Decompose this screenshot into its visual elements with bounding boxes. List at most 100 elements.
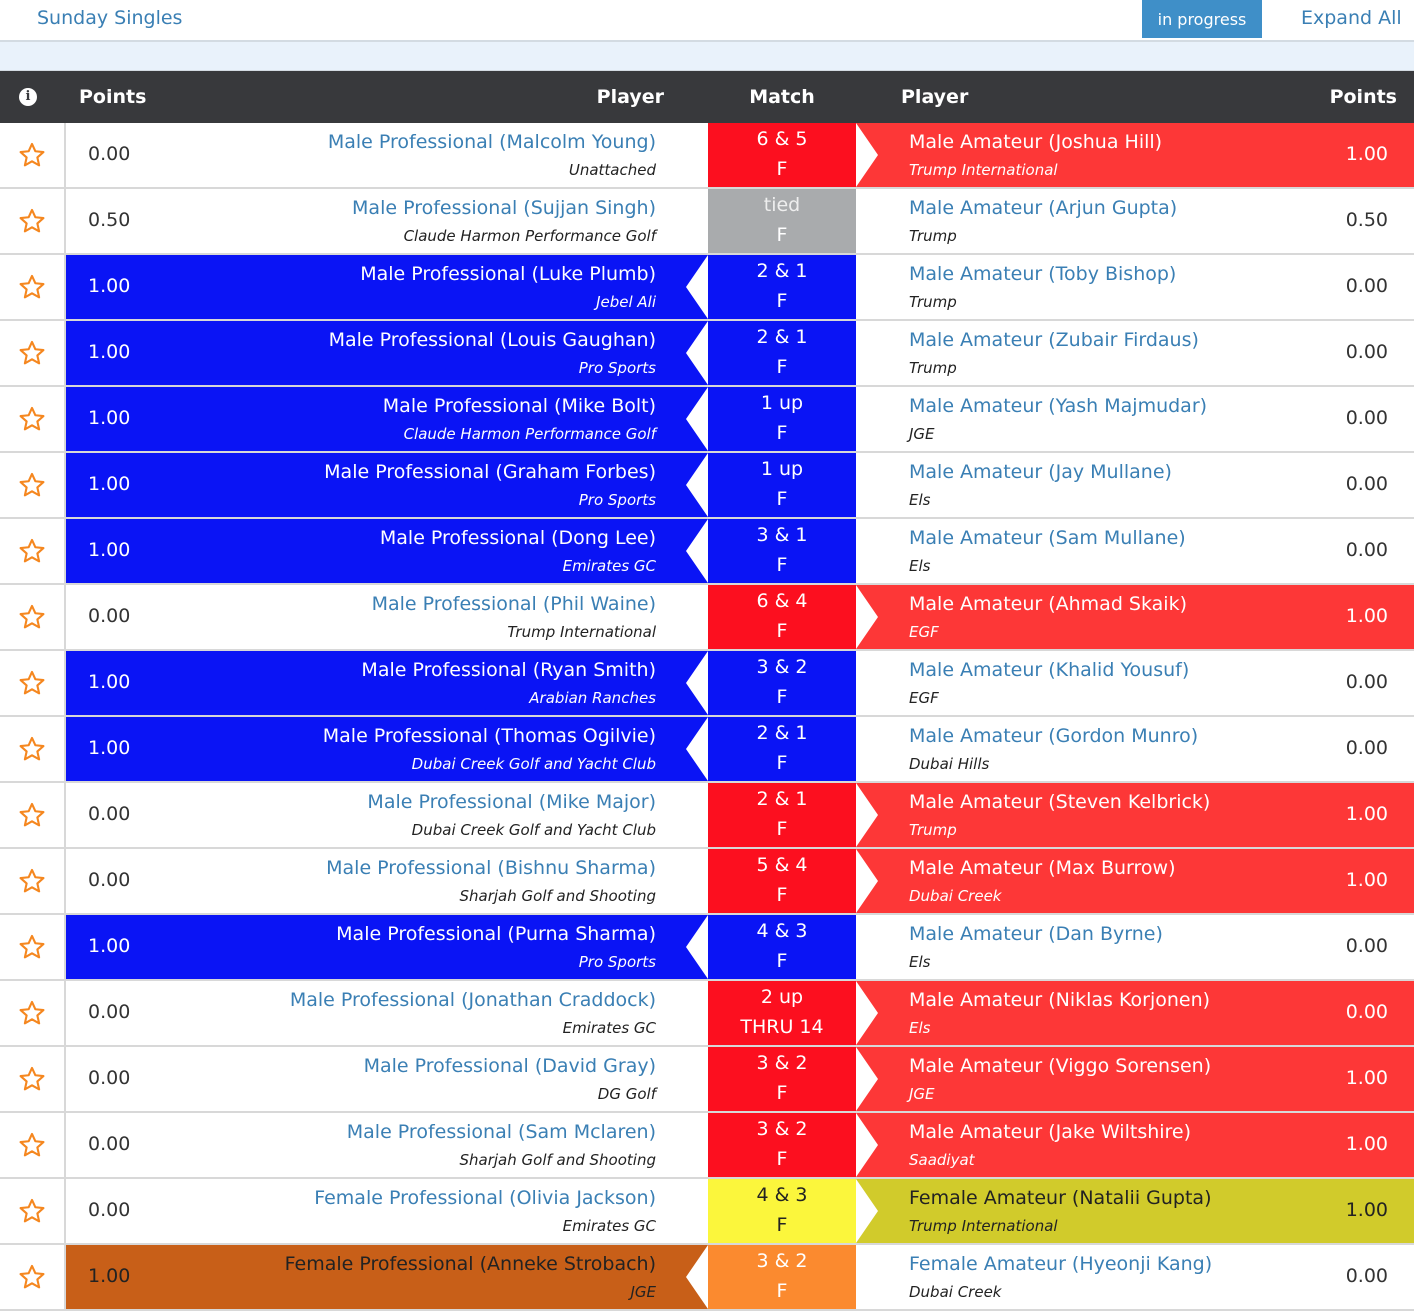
right-player-name[interactable]: Male Amateur (Khalid Yousuf) [909, 659, 1190, 681]
right-player-name[interactable]: Male Amateur (Jake Wiltshire) [909, 1121, 1192, 1143]
match-result-cell[interactable]: 6 & 5 F [708, 123, 856, 187]
info-icon[interactable]: i [19, 88, 37, 106]
match-result-cell[interactable]: tied F [708, 189, 856, 253]
right-player-name[interactable]: Female Amateur (Natalii Gupta) [909, 1187, 1212, 1209]
left-player-name[interactable]: Male Professional (Louis Gaughan) [328, 329, 656, 351]
match-result-cell[interactable]: 2 up THRU 14 [708, 981, 856, 1045]
left-player-name[interactable]: Male Professional (Jonathan Craddock) [289, 989, 656, 1011]
right-player-name[interactable]: Male Amateur (Joshua Hill) [909, 131, 1163, 153]
match-result-cell[interactable]: 2 & 1 F [708, 321, 856, 385]
star-icon[interactable] [0, 189, 66, 253]
star-icon[interactable] [0, 1245, 66, 1309]
right-player-name[interactable]: Male Amateur (Gordon Munro) [909, 725, 1199, 747]
table-row[interactable]: 0.00 Male Professional (Phil Waine) Trump … [0, 585, 1414, 651]
star-icon[interactable] [0, 783, 66, 847]
table-row[interactable]: 0.00 Female Professional (Olivia Jackson)… [0, 1179, 1414, 1245]
match-score: 2 & 1 [756, 326, 808, 348]
right-player-name[interactable]: Male Amateur (Ahmad Skaik) [909, 593, 1187, 615]
match-result-cell[interactable]: 2 & 1 F [708, 255, 856, 319]
right-player-name[interactable]: Male Amateur (Niklas Korjonen) [909, 989, 1211, 1011]
star-icon[interactable] [0, 651, 66, 715]
table-row[interactable]: 0.00 Male Professional (Bishnu Sharma) Sha… [0, 849, 1414, 915]
match-result-cell[interactable]: 4 & 3 F [708, 1179, 856, 1243]
table-row[interactable]: 1.00 Female Professional (Anneke Strobach… [0, 1245, 1414, 1311]
match-result-cell[interactable]: 2 & 1 F [708, 717, 856, 781]
right-player-name[interactable]: Male Amateur (Viggo Sorensen) [909, 1055, 1212, 1077]
table-row[interactable]: 0.00 Male Professional (Sam Mclaren) Sharj… [0, 1113, 1414, 1179]
table-row[interactable]: 0.50 Male Professional (Sujjan Singh) Clau… [0, 189, 1414, 255]
table-row[interactable]: 1.00 Male Professional (Dong Lee) Emirates… [0, 519, 1414, 585]
match-result-cell[interactable]: 5 & 4 F [708, 849, 856, 913]
star-icon[interactable] [0, 123, 66, 187]
table-row[interactable]: 1.00 Male Professional (Louis Gaughan) Pro… [0, 321, 1414, 387]
table-row[interactable]: 1.00 Male Professional (Ryan Smith) Arabia… [0, 651, 1414, 717]
right-player-name[interactable]: Male Amateur (Sam Mullane) [909, 527, 1186, 549]
star-icon[interactable] [0, 585, 66, 649]
star-icon[interactable] [0, 915, 66, 979]
star-icon[interactable] [0, 1047, 66, 1111]
left-player-name[interactable]: Female Professional (Olivia Jackson) [314, 1187, 656, 1209]
match-result-cell[interactable]: 3 & 2 F [708, 1047, 856, 1111]
star-icon[interactable] [0, 1179, 66, 1243]
left-player-name[interactable]: Male Professional (David Gray) [363, 1055, 656, 1077]
match-result-cell[interactable]: 2 & 1 F [708, 783, 856, 847]
star-icon[interactable] [0, 849, 66, 913]
right-player-name[interactable]: Male Amateur (Toby Bishop) [909, 263, 1177, 285]
left-player-name[interactable]: Male Professional (Sam Mclaren) [346, 1121, 656, 1143]
right-player-name[interactable]: Male Amateur (Dan Byrne) [909, 923, 1163, 945]
left-player-club: Dubai Creek Golf and Yacht Club [411, 821, 656, 839]
right-player-name[interactable]: Male Amateur (Max Burrow) [909, 857, 1176, 879]
right-points: 0.00 [1345, 671, 1388, 693]
match-result-cell[interactable]: 3 & 1 F [708, 519, 856, 583]
star-icon[interactable] [0, 1113, 66, 1177]
match-result-cell[interactable]: 3 & 2 F [708, 651, 856, 715]
match-score: 6 & 4 [756, 590, 808, 612]
star-icon[interactable] [0, 717, 66, 781]
left-player-name[interactable]: Male Professional (Malcolm Young) [327, 131, 656, 153]
left-player-name[interactable]: Male Professional (Ryan Smith) [361, 659, 656, 681]
star-icon[interactable] [0, 255, 66, 319]
table-row[interactable]: 0.00 Male Professional (Jonathan Craddock… [0, 981, 1414, 1047]
star-icon[interactable] [0, 387, 66, 451]
right-player-cell: Male Amateur (Sam Mullane) Els 0.00 [856, 519, 1414, 583]
expand-all-link[interactable]: Expand All [1301, 7, 1402, 29]
star-icon[interactable] [0, 321, 66, 385]
right-player-name[interactable]: Male Amateur (Yash Majmudar) [909, 395, 1208, 417]
left-player-name[interactable]: Male Professional (Dong Lee) [379, 527, 656, 549]
left-player-name[interactable]: Female Professional (Anneke Strobach) [284, 1253, 656, 1275]
table-row[interactable]: 1.00 Male Professional (Graham Forbes) Pro… [0, 453, 1414, 519]
table-row[interactable]: 0.00 Male Professional (David Gray) DG Gol… [0, 1047, 1414, 1113]
left-player-name[interactable]: Male Professional (Thomas Ogilvie) [322, 725, 656, 747]
right-player-cell: Male Amateur (Gordon Munro) Dubai Hills 0.… [856, 717, 1414, 781]
left-player-name[interactable]: Male Professional (Sujjan Singh) [352, 197, 656, 219]
left-player-name[interactable]: Male Professional (Luke Plumb) [360, 263, 656, 285]
star-icon[interactable] [0, 519, 66, 583]
table-row[interactable]: 1.00 Male Professional (Purna Sharma) Pro … [0, 915, 1414, 981]
match-result-cell[interactable]: 1 up F [708, 453, 856, 517]
table-row[interactable]: 1.00 Male Professional (Mike Bolt) Claude … [0, 387, 1414, 453]
right-player-name[interactable]: Male Amateur (Zubair Firdaus) [909, 329, 1199, 351]
table-row[interactable]: 0.00 Male Professional (Malcolm Young) Una… [0, 123, 1414, 189]
left-player-name[interactable]: Male Professional (Phil Waine) [371, 593, 656, 615]
right-player-name[interactable]: Male Amateur (Jay Mullane) [909, 461, 1172, 483]
match-result-cell[interactable]: 3 & 2 F [708, 1245, 856, 1309]
round-title[interactable]: Sunday Singles [37, 7, 183, 29]
star-icon[interactable] [0, 453, 66, 517]
table-row[interactable]: 1.00 Male Professional (Thomas Ogilvie) Du… [0, 717, 1414, 783]
left-player-name[interactable]: Male Professional (Mike Bolt) [382, 395, 656, 417]
match-result-cell[interactable]: 6 & 4 F [708, 585, 856, 649]
left-player-name[interactable]: Male Professional (Mike Major) [367, 791, 656, 813]
subheader-band [0, 42, 1414, 71]
right-player-name[interactable]: Male Amateur (Arjun Gupta) [909, 197, 1178, 219]
table-row[interactable]: 0.00 Male Professional (Mike Major) Dubai … [0, 783, 1414, 849]
table-row[interactable]: 1.00 Male Professional (Luke Plumb) Jebel … [0, 255, 1414, 321]
star-icon[interactable] [0, 981, 66, 1045]
match-result-cell[interactable]: 3 & 2 F [708, 1113, 856, 1177]
match-result-cell[interactable]: 1 up F [708, 387, 856, 451]
left-player-name[interactable]: Male Professional (Bishnu Sharma) [326, 857, 656, 879]
left-player-name[interactable]: Male Professional (Purna Sharma) [336, 923, 656, 945]
right-player-name[interactable]: Male Amateur (Steven Kelbrick) [909, 791, 1211, 813]
left-player-name[interactable]: Male Professional (Graham Forbes) [324, 461, 656, 483]
match-result-cell[interactable]: 4 & 3 F [708, 915, 856, 979]
right-player-name[interactable]: Female Amateur (Hyeonji Kang) [909, 1253, 1213, 1275]
